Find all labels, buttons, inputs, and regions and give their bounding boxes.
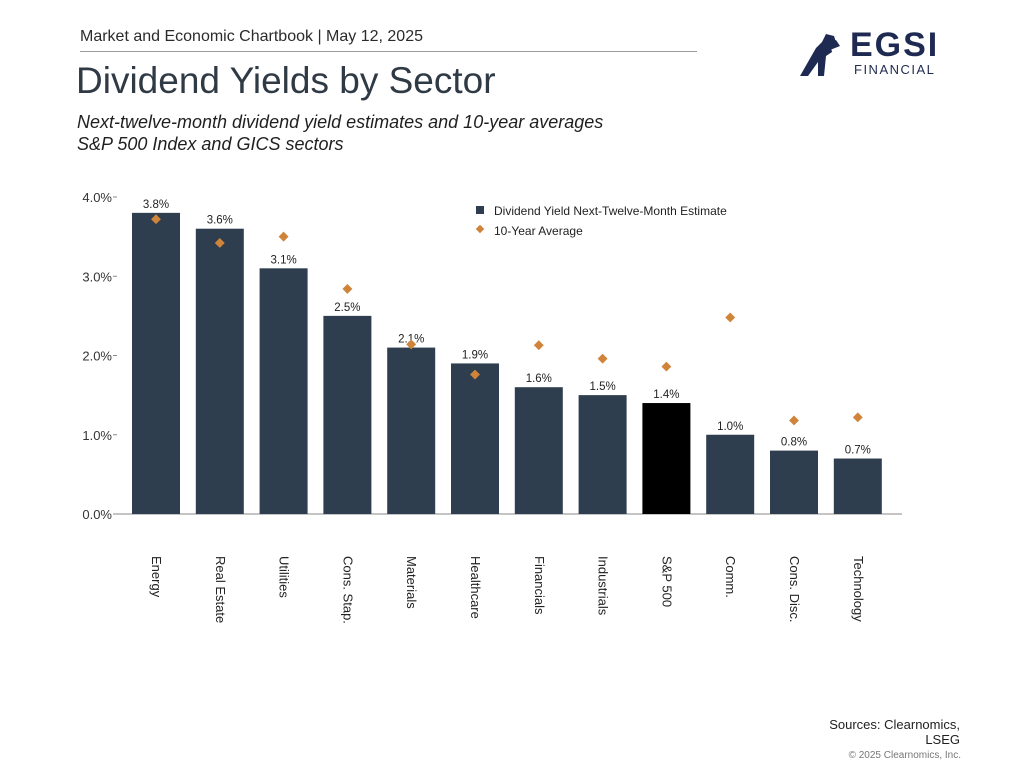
average-diamond xyxy=(661,361,672,372)
y-tick-label: 3.0% xyxy=(82,269,112,284)
bar xyxy=(706,434,755,514)
dividend-yield-chart: 0.0% 1.0% 2.0% 3.0% 4.0% 3.8% Energy 3.6% Real E… xyxy=(82,190,902,624)
sources-line-1: Sources: Clearnomics, xyxy=(829,717,960,732)
chartbook-header: Market and Economic Chartbook | May 12, … xyxy=(80,28,423,45)
data-label: 2.5% xyxy=(334,302,360,314)
legend-bar-label: Dividend Yield Next-Twelve-Month Estimat… xyxy=(494,204,727,218)
page-title: Dividend Yields by Sector xyxy=(76,60,496,101)
legend-bar-swatch xyxy=(476,206,484,214)
x-category-label: Technology xyxy=(851,556,866,622)
x-category-label: Cons. Stap. xyxy=(340,556,355,624)
bar xyxy=(323,315,372,514)
bar xyxy=(195,228,244,514)
x-category-label: Financials xyxy=(532,556,547,615)
figure-emblem-icon xyxy=(800,34,840,76)
bar xyxy=(770,450,818,514)
bar xyxy=(259,268,308,514)
bar xyxy=(642,403,691,514)
data-label: 3.6% xyxy=(207,215,233,227)
average-diamond xyxy=(151,214,161,225)
logo-wordmark: EGSI xyxy=(850,26,940,64)
data-label: 1.0% xyxy=(717,421,743,433)
legend-diamond-swatch xyxy=(475,224,485,234)
average-diamond xyxy=(214,238,225,248)
header-divider xyxy=(80,51,697,52)
y-tick-label: 2.0% xyxy=(82,349,112,364)
x-category-label: Utilities xyxy=(277,556,292,598)
copyright-note: © 2025 Clearnomics, Inc. xyxy=(848,750,961,761)
bar xyxy=(833,458,882,514)
bar xyxy=(514,387,563,514)
bar xyxy=(387,347,436,514)
x-category-label: Industrials xyxy=(596,556,611,616)
average-diamond xyxy=(597,353,608,364)
data-label: 1.5% xyxy=(589,381,615,393)
x-category-label: Materials xyxy=(404,556,419,609)
bar xyxy=(578,395,627,514)
sources-note: Sources: Clearnomics, LSEG xyxy=(780,717,960,747)
page-subtitle: Next-twelve-month dividend yield estimat… xyxy=(77,111,603,155)
legend-diamond-label: 10-Year Average xyxy=(494,224,583,238)
y-tick-label: 1.0% xyxy=(82,428,112,443)
average-diamond xyxy=(852,412,863,423)
x-category-label: Healthcare xyxy=(468,556,483,619)
y-tick-label: 4.0% xyxy=(82,190,112,205)
data-label: 1.4% xyxy=(653,389,679,401)
data-label: 1.6% xyxy=(526,373,552,385)
average-diamond xyxy=(533,340,544,351)
subtitle-line-2: S&P 500 Index and GICS sectors xyxy=(77,134,344,154)
company-logo: EGSI FINANCIAL xyxy=(796,26,956,78)
data-label: 0.7% xyxy=(845,445,871,457)
x-category-label: Energy xyxy=(149,556,164,598)
data-label: 3.1% xyxy=(270,254,296,266)
y-tick-label: 0.0% xyxy=(82,507,112,522)
x-category-label: S&P 500 xyxy=(659,556,674,607)
average-diamond xyxy=(406,339,417,350)
sources-line-2: LSEG xyxy=(925,732,960,747)
average-diamond xyxy=(725,312,736,323)
data-label: 3.8% xyxy=(143,199,169,211)
data-label: 0.8% xyxy=(781,437,807,449)
x-category-label: Comm. xyxy=(723,556,738,598)
average-diamond xyxy=(789,415,799,426)
data-label: 1.9% xyxy=(462,349,488,361)
bar xyxy=(451,363,499,514)
average-diamond xyxy=(278,231,289,242)
bar xyxy=(132,212,180,514)
subtitle-line-1: Next-twelve-month dividend yield estimat… xyxy=(77,112,604,132)
x-category-label: Cons. Disc. xyxy=(787,556,802,622)
logo-subtext: FINANCIAL xyxy=(854,62,936,77)
x-category-label: Real Estate xyxy=(213,556,228,623)
average-diamond xyxy=(342,283,353,294)
average-diamond xyxy=(470,369,480,380)
